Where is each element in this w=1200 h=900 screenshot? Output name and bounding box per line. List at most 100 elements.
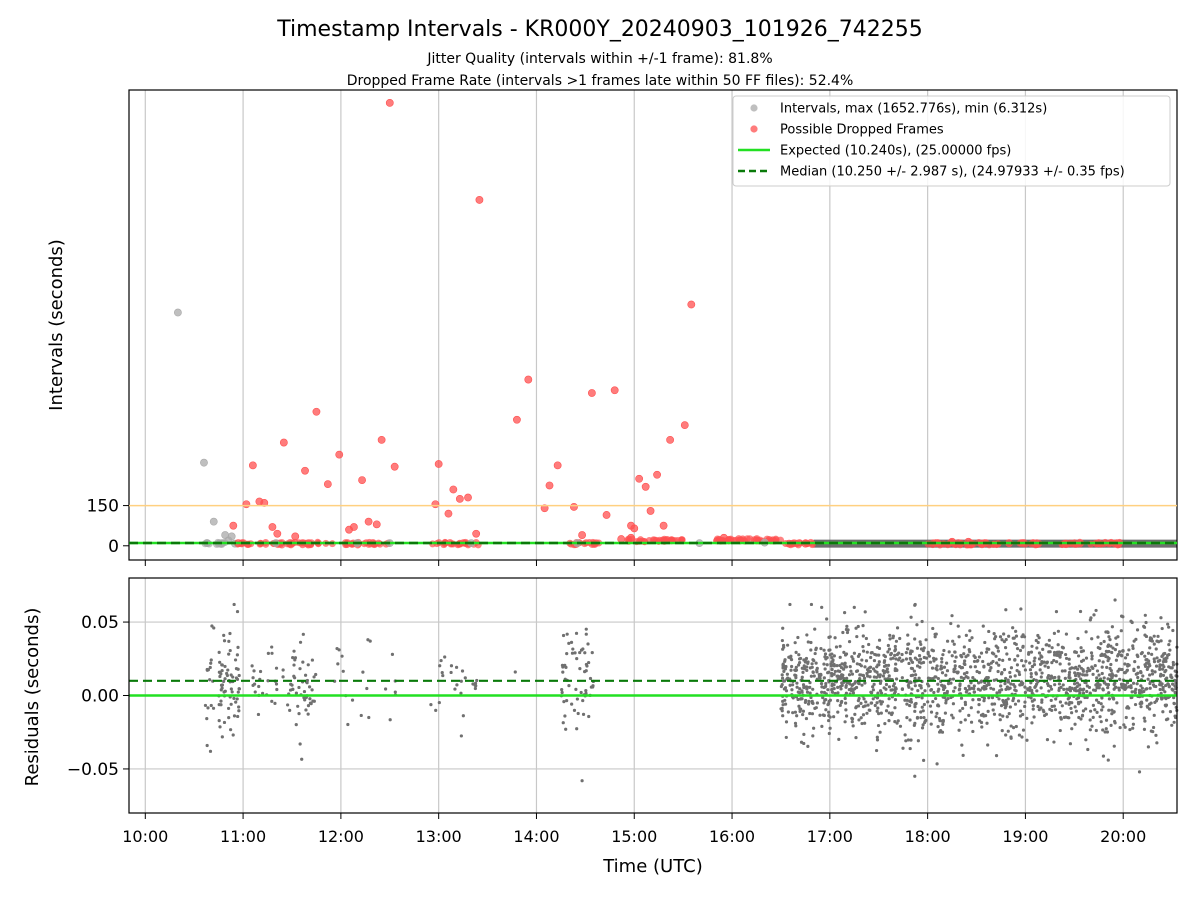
residual-point (1021, 712, 1025, 717)
residual-point (1008, 705, 1012, 709)
residual-point (808, 691, 812, 695)
residual-point (972, 659, 977, 664)
residual-point (1064, 701, 1068, 705)
residual-point (851, 691, 856, 695)
residual-point (810, 701, 814, 705)
residual-point (986, 709, 990, 713)
residual-point (932, 659, 936, 663)
residual-point (1133, 702, 1138, 707)
dropped-frame-point (475, 196, 484, 204)
residual-point (565, 652, 569, 656)
residual-point (972, 690, 977, 694)
residual-point (781, 662, 785, 666)
residual-point (1073, 671, 1077, 675)
residual-point (231, 733, 235, 737)
residual-point (987, 647, 991, 651)
residual-point (286, 703, 290, 707)
residual-point (936, 689, 940, 693)
residual-point (1125, 653, 1130, 657)
residual-point (873, 703, 877, 708)
residual-point (952, 642, 956, 646)
residual-point (913, 709, 917, 713)
residual-point (923, 689, 927, 693)
residual-point (975, 659, 979, 663)
residual-point (878, 699, 882, 703)
residual-point (1007, 657, 1012, 661)
residual-point (273, 701, 277, 705)
residual-point (1073, 650, 1077, 654)
residual-point (838, 703, 842, 707)
residual-point (309, 702, 313, 706)
residual-point (1150, 652, 1154, 656)
residual-point (365, 686, 369, 691)
figure-subtitle-jitter: Jitter Quality (intervals within +/-1 fr… (426, 51, 772, 67)
residual-point (1068, 742, 1073, 746)
residual-point (929, 722, 933, 726)
residual-point (798, 709, 802, 713)
residual-point (1064, 652, 1068, 657)
interval-point (227, 532, 236, 541)
residual-point (864, 659, 869, 663)
residual-point (560, 687, 564, 692)
residual-point (876, 673, 881, 677)
residual-point (786, 710, 790, 714)
residual-point (922, 702, 926, 707)
residual-point (951, 716, 955, 720)
residual-point (926, 652, 930, 656)
residual-point (907, 661, 911, 666)
residual-point (973, 665, 977, 669)
residual-point (1090, 665, 1094, 669)
residual-point (829, 671, 834, 676)
residual-point (1009, 736, 1013, 740)
residual-point (953, 650, 957, 654)
residual-point (802, 664, 806, 668)
residual-point (992, 702, 997, 706)
residual-point (898, 636, 902, 641)
residual-point (1127, 685, 1131, 689)
residual-point (823, 667, 827, 671)
residual-point (1101, 705, 1105, 709)
residual-point (811, 734, 815, 738)
residual-point (1081, 709, 1086, 713)
residual-point (208, 678, 212, 682)
residual-point (1156, 634, 1160, 638)
residual-point (1004, 638, 1008, 642)
residual-point (1077, 664, 1081, 668)
residual-point (806, 661, 810, 665)
residual-point (982, 699, 986, 703)
residual-point (1095, 698, 1099, 702)
x-tick-label: 19:00 (1002, 827, 1048, 846)
residual-point (964, 655, 968, 659)
residual-point (1067, 687, 1072, 691)
residual-point (429, 703, 433, 707)
intervals-y-tick-label: 0 (108, 537, 119, 557)
residual-point (1088, 718, 1092, 722)
residuals-panel: 0.050.00−0.05 10:00 11:00 12:00 13:00 14:00 1… (22, 577, 1179, 877)
residual-point (1131, 722, 1136, 726)
residual-point (803, 660, 807, 664)
residual-point (1015, 663, 1019, 667)
residual-point (913, 637, 917, 641)
residual-point (895, 721, 899, 725)
dropped-frame-point (627, 533, 635, 542)
residual-point (258, 669, 263, 674)
residual-point (857, 718, 861, 722)
residual-point (1047, 673, 1051, 678)
x-tick-label: 15:00 (611, 827, 657, 846)
residual-point (229, 728, 233, 732)
residual-point (296, 704, 300, 708)
residual-point (440, 670, 444, 675)
residual-point (936, 676, 940, 681)
residual-point (783, 698, 787, 702)
residual-point (898, 656, 902, 660)
dropped-frame-point (431, 500, 440, 509)
residual-point (1130, 690, 1134, 694)
residual-point (975, 669, 979, 674)
residual-point (1084, 630, 1088, 634)
residual-point (1056, 643, 1060, 647)
residual-point (300, 757, 304, 761)
residual-point (913, 774, 917, 778)
residual-point (858, 662, 862, 667)
residual-point (1099, 702, 1103, 706)
